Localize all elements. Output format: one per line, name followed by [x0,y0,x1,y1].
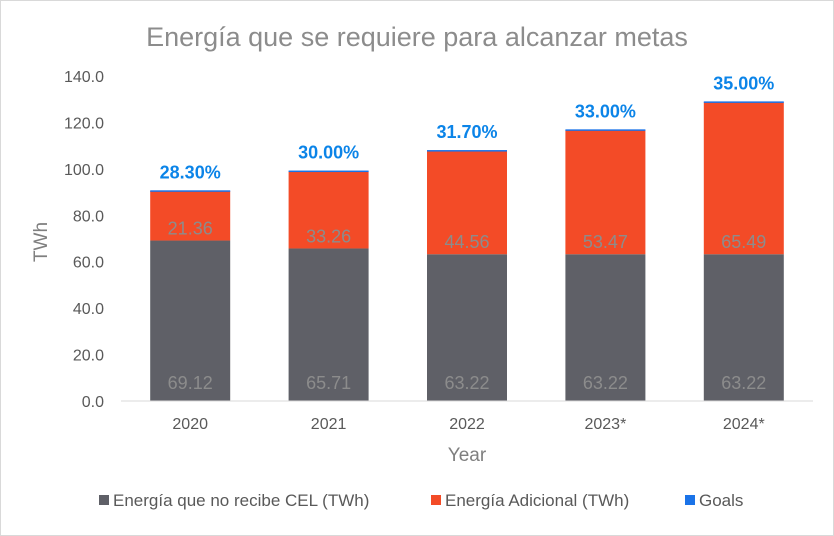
y-tick-label: 20.0 [73,348,104,365]
base-value-label: 63.22 [444,373,489,393]
bar-additional-2022 [427,150,507,255]
additional-value-label: 33.26 [306,226,351,246]
additional-value-label: 65.49 [721,232,766,252]
bar-additional-2020 [150,190,231,241]
bar-additional-2023* [565,130,646,255]
y-tick-label: 80.0 [73,208,104,225]
bar-base-2020 [150,240,231,401]
x-tick-label: 2021 [311,416,347,433]
legend-swatch [685,495,695,505]
chart-title: Energía que se requiere para alcanzar me… [146,22,688,52]
x-tick-label: 2020 [172,416,208,433]
goal-value-label: 31.70% [436,122,497,142]
bar-goal-2021 [288,170,369,173]
x-axis: 2020 2021 2022 2023* 2024* [121,400,813,433]
x-tick-label: 2022 [449,416,485,433]
legend-swatch [431,495,441,505]
bar-goal-2023* [565,129,646,131]
goal-value-label: 33.00% [575,101,636,121]
bar-goal-2020 [150,190,231,192]
x-axis-title: Year [448,445,487,466]
base-value-label: 65.71 [306,373,351,393]
bar-goal-2024* [703,101,784,103]
legend: Energía que no recibe CEL (TWh) Energía A… [99,491,743,510]
legend-label: Goals [699,491,743,510]
goal-value-label: 28.30% [160,162,221,182]
y-axis-title: TWh [31,222,52,262]
bar-additional-2024* [703,102,784,255]
y-tick-label: 60.0 [73,255,104,272]
legend-swatch [99,495,109,505]
goal-value-label: 30.00% [298,143,359,163]
base-value-label: 69.12 [168,373,213,393]
x-tick-label: 2023* [584,416,626,433]
additional-value-label: 21.36 [168,219,213,239]
base-value-label: 63.22 [583,373,628,393]
additional-value-label: 44.56 [444,232,489,252]
bar-goal-2022 [427,150,507,152]
additional-value-label: 53.47 [583,232,628,252]
bar-base-2024* [703,254,784,401]
bar-base-2022 [427,254,507,401]
base-value-label: 63.22 [721,373,766,393]
y-tick-label: 0.0 [82,394,104,411]
y-tick-label: 120.0 [64,115,104,132]
y-axis: 0.0 20.0 40.0 60.0 80.0 100.0 120.0 140.0 [64,69,104,411]
x-tick-label: 2024* [723,416,765,433]
y-tick-label: 100.0 [64,162,104,179]
y-tick-label: 40.0 [73,301,104,318]
plot-area: 69.12 21.36 28.30% 65.71 33.26 30.00% 63.22 44.… [150,73,784,401]
legend-label: Energía que no recibe CEL (TWh) [113,491,369,510]
y-tick-label: 140.0 [64,69,104,86]
goal-value-label: 35.00% [713,73,774,93]
legend-label: Energía Adicional (TWh) [445,491,629,510]
bar-additional-2021 [288,171,369,249]
bar-base-2023* [565,254,646,401]
bar-base-2021 [288,248,369,401]
